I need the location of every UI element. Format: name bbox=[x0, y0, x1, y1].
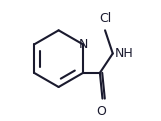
Text: Cl: Cl bbox=[99, 12, 111, 25]
Text: O: O bbox=[96, 105, 106, 118]
Text: NH: NH bbox=[115, 47, 133, 60]
Text: N: N bbox=[78, 38, 88, 51]
